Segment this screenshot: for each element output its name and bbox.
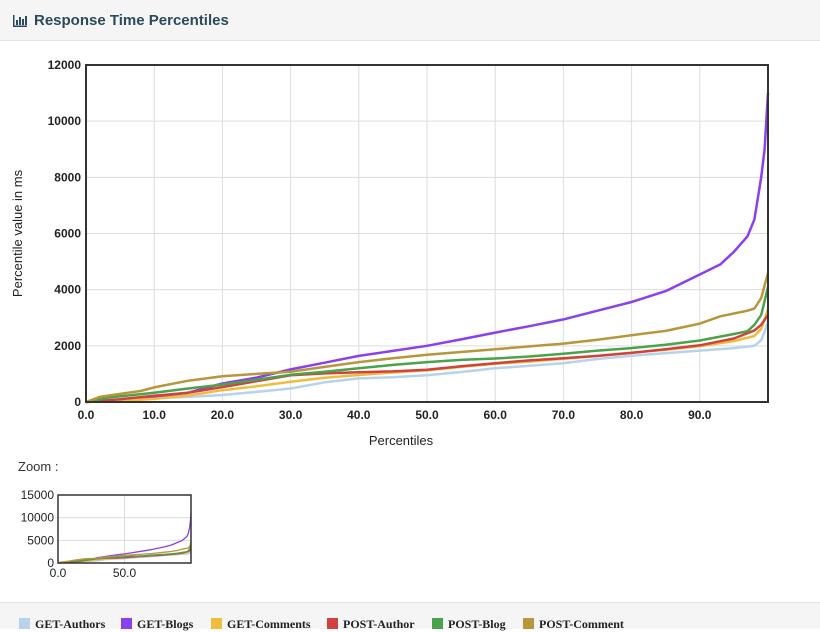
- series-line-post-comment[interactable]: [85, 272, 770, 404]
- y-tick-label: 10000: [48, 114, 82, 128]
- legend-item-get-comments[interactable]: GET-Comments: [211, 617, 311, 632]
- zoom-label: Zoom :: [18, 459, 59, 474]
- zoom-series-line-get-authors: [57, 549, 192, 564]
- x-tick-label: 30.0: [279, 408, 303, 422]
- zoom-y-tick-label: 5000: [27, 533, 54, 547]
- legend-swatch: [432, 618, 443, 629]
- y-tick-label: 4000: [54, 283, 81, 297]
- zoom-y-tick-label: 0: [47, 556, 54, 570]
- bar-chart-icon: [13, 15, 27, 27]
- chart-legend: GET-Authors GET-Blogs GET-Comments POST-Aut…: [0, 602, 820, 632]
- zoom-series-line-post-blog: [57, 544, 192, 564]
- legend-item-post-author[interactable]: POST-Author: [327, 617, 415, 632]
- legend-item-post-comment[interactable]: POST-Comment: [523, 617, 624, 632]
- legend-swatch: [19, 618, 30, 629]
- y-tick-label: 0: [74, 395, 81, 409]
- y-tick-label: 6000: [54, 227, 81, 241]
- legend-label: GET-Comments: [227, 617, 311, 631]
- series-line-post-blog[interactable]: [85, 286, 770, 404]
- zoom-navigator-chart[interactable]: 0 5000 10000 15000 0.0 50.0: [0, 487, 220, 597]
- legend-label: POST-Blog: [448, 617, 506, 631]
- x-tick-label: 90.0: [688, 408, 712, 422]
- panel-title: Response Time Percentiles: [34, 12, 229, 29]
- zoom-y-tick-label: 10000: [21, 511, 55, 525]
- series-line-post-author[interactable]: [85, 314, 770, 404]
- series-line-get-blogs[interactable]: [85, 93, 770, 404]
- x-tick-label: 70.0: [552, 408, 576, 422]
- y-tick-label: 12000: [48, 58, 82, 72]
- y-tick-label: 8000: [54, 170, 81, 184]
- series-line-get-authors[interactable]: [85, 321, 770, 404]
- legend-label: GET-Authors: [35, 617, 106, 631]
- zoom-y-tick-label: 15000: [21, 488, 55, 502]
- y-tick-label: 2000: [54, 339, 81, 353]
- x-tick-label: 0.0: [78, 408, 95, 422]
- x-tick-label: 50.0: [415, 408, 439, 422]
- legend-item-get-blogs[interactable]: GET-Blogs: [121, 617, 193, 632]
- x-tick-label: 10.0: [143, 408, 167, 422]
- x-tick-label: 80.0: [620, 408, 644, 422]
- percentile-chart[interactable]: 0 2000 4000 6000 8000 10000 12000 0.0 10.0 20.0 30…: [0, 41, 820, 501]
- legend-label: GET-Blogs: [137, 617, 194, 631]
- x-tick-label: 60.0: [484, 408, 508, 422]
- zoom-plot-border: [57, 494, 192, 564]
- legend-label: POST-Author: [343, 617, 415, 631]
- plot-area-border: [85, 64, 769, 403]
- panel-header: Response Time Percentiles: [0, 0, 820, 41]
- x-axis-title: Percentiles: [369, 433, 434, 448]
- x-tick-label: 40.0: [347, 408, 371, 422]
- legend-swatch: [523, 618, 534, 629]
- legend-swatch: [327, 618, 338, 629]
- legend-item-get-authors[interactable]: GET-Authors: [19, 617, 105, 632]
- legend-swatch: [211, 618, 222, 629]
- legend-item-post-blog[interactable]: POST-Blog: [432, 617, 506, 632]
- y-axis-title: Percentile value in ms: [10, 169, 25, 297]
- zoom-x-tick-label: 50.0: [113, 566, 137, 580]
- x-tick-label: 20.0: [211, 408, 235, 422]
- legend-swatch: [121, 618, 132, 629]
- zoom-series-line-post-comment: [57, 541, 192, 564]
- legend-label: POST-Comment: [539, 617, 624, 631]
- zoom-x-tick-label: 0.0: [50, 566, 67, 580]
